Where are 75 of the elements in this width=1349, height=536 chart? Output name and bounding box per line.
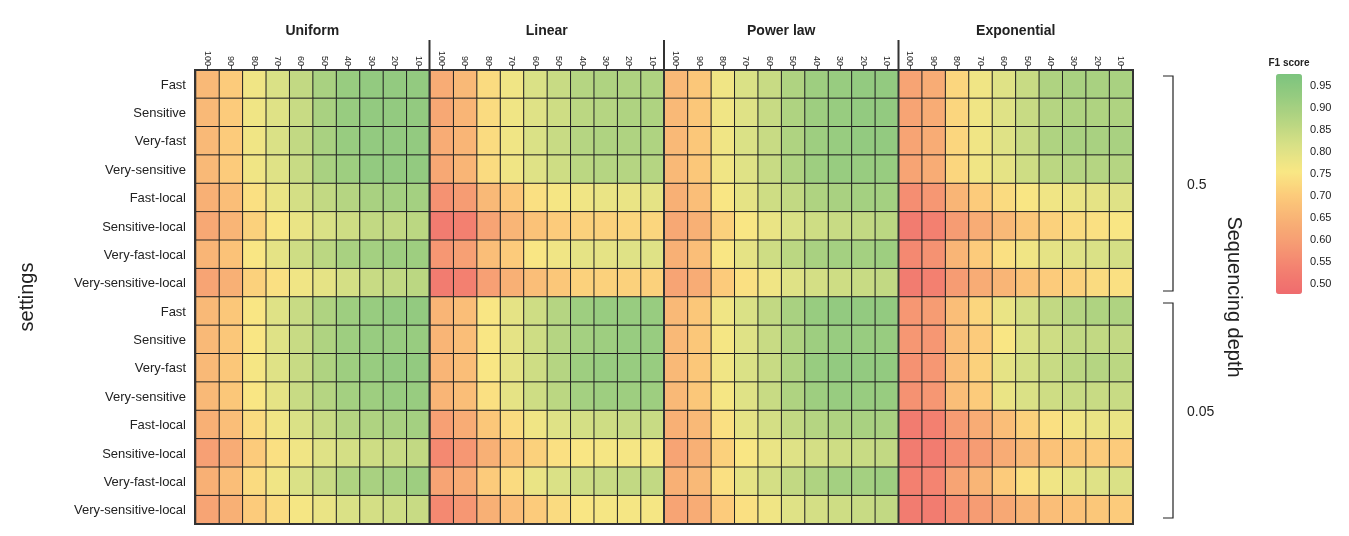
y-tick-label: Fast xyxy=(160,303,187,319)
x-tick-label: 80 xyxy=(718,55,729,66)
y-tick-label: Sensitive-local xyxy=(102,218,187,234)
x-tick-label: 90 xyxy=(928,55,939,66)
x-tick-label: 50 xyxy=(319,55,330,66)
x-tick-label: 40 xyxy=(811,55,822,66)
x-tick-label: 70 xyxy=(975,55,986,66)
y-tick-label: Very-fast-local xyxy=(103,473,187,489)
x-tick-label: 20 xyxy=(624,55,635,66)
x-tick-label: 60 xyxy=(296,55,307,66)
y-tick-label: Fast-local xyxy=(129,190,187,206)
x-tick-label: 30 xyxy=(835,55,846,66)
color-bar-label: 0.55 xyxy=(1310,255,1332,267)
color-bar-label: 0.80 xyxy=(1310,145,1332,157)
color-bar-label: 0.75 xyxy=(1310,167,1332,179)
color-bar-title: F1 score xyxy=(1268,56,1310,68)
x-tick-label: 20 xyxy=(390,55,401,66)
x-tick-label: 50 xyxy=(788,55,799,66)
color-bar-label: 0.85 xyxy=(1310,123,1332,135)
x-tick-label: 100 xyxy=(671,50,682,66)
x-tick-label: 20 xyxy=(1092,55,1103,66)
x-tick-label: 60 xyxy=(530,55,541,66)
x-tick-label: 10 xyxy=(647,55,658,66)
text: Sequencing depth xyxy=(1224,216,1246,378)
x-tick-label: 30 xyxy=(600,55,611,66)
x-tick-label: 100 xyxy=(436,50,447,66)
x-tick-label: 80 xyxy=(952,55,963,66)
x-tick-label: 60 xyxy=(764,55,775,66)
x-tick-label: 80 xyxy=(483,55,494,66)
y-tick-label: Very-fast-local xyxy=(103,246,187,262)
x-tick-label: 70 xyxy=(272,55,283,66)
x-tick-label: 60 xyxy=(999,55,1010,66)
x-tick-label: 100 xyxy=(202,50,213,66)
x-tick-label: 90 xyxy=(226,55,237,66)
x-tick-label: 10 xyxy=(413,55,424,66)
x-tick-label: 20 xyxy=(858,55,869,66)
x-tick-label: 70 xyxy=(741,55,752,66)
x-tick-label: 90 xyxy=(694,55,705,66)
y-tick-label: Very-sensitive xyxy=(105,161,186,177)
y-tick-label: Fast-local xyxy=(129,417,187,433)
y-tick-label: Sensitive-local xyxy=(102,445,187,461)
color-bar-label: 0.65 xyxy=(1310,211,1332,223)
color-bar-label: 0.60 xyxy=(1310,233,1332,245)
y-tick-label: Very-fast xyxy=(134,360,187,376)
y-tick-label: Sensitive xyxy=(133,105,186,121)
y-tick-label: Very-sensitive-local xyxy=(74,275,187,291)
text: 0.05 xyxy=(1187,402,1215,419)
x-tick-label: 40 xyxy=(343,55,354,66)
text: Power law xyxy=(747,22,816,38)
color-bar-label: 0.95 xyxy=(1310,79,1332,91)
color-bar-label: 0.70 xyxy=(1310,189,1332,201)
x-tick-label: 70 xyxy=(507,55,518,66)
x-tick-label: 100 xyxy=(905,50,916,66)
y-tick-label: Very-fast xyxy=(134,133,187,149)
color-bar-label: 0.50 xyxy=(1310,277,1332,289)
x-tick-label: 80 xyxy=(249,55,260,66)
x-tick-label: 50 xyxy=(1022,55,1033,66)
y-axis-title: settings xyxy=(15,262,37,332)
y-tick-label: Fast xyxy=(160,76,187,92)
x-tick-label: 30 xyxy=(1069,55,1080,66)
text: 0.5 xyxy=(1187,175,1207,192)
x-tick-label: 90 xyxy=(460,55,471,66)
y-tick-label: Very-sensitive-local xyxy=(74,502,187,518)
text: Exponential xyxy=(976,22,1056,38)
x-tick-label: 50 xyxy=(554,55,565,66)
text: Uniform xyxy=(285,22,340,38)
text: Linear xyxy=(525,22,569,38)
x-tick-label: 40 xyxy=(577,55,588,66)
x-tick-label: 10 xyxy=(1116,55,1127,66)
y-tick-label: Sensitive xyxy=(133,332,186,348)
x-tick-label: 30 xyxy=(366,55,377,66)
color-bar-label: 0.90 xyxy=(1310,101,1332,113)
x-tick-label: 40 xyxy=(1046,55,1057,66)
x-tick-label: 10 xyxy=(882,55,893,66)
y-tick-label: Very-sensitive xyxy=(105,388,186,404)
